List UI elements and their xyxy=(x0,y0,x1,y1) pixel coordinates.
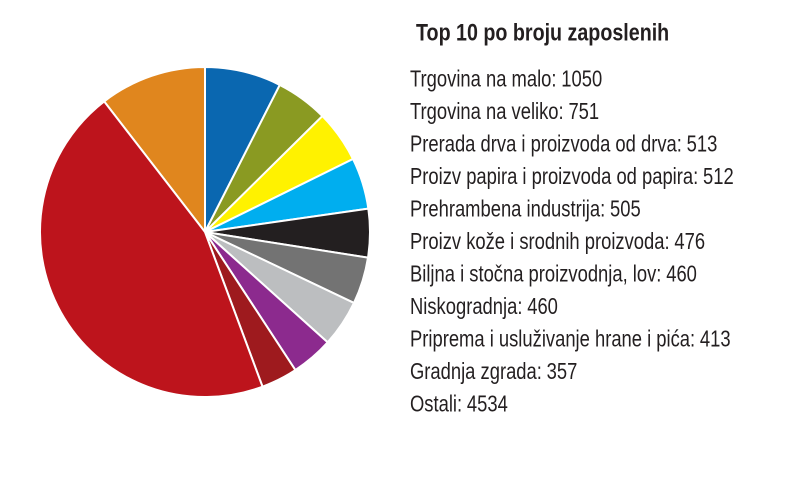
legend-value: 460 xyxy=(666,261,697,286)
legend-value: 505 xyxy=(610,196,641,221)
legend-entry: Ostali: 4534 xyxy=(410,391,508,416)
chart-title: Top 10 po broju zaposlenih xyxy=(416,18,669,45)
legend-entry: Trgovina na veliko: 751 xyxy=(410,99,599,124)
legend-value: 512 xyxy=(703,164,734,189)
legend-label: Niskogradnja: xyxy=(410,294,522,319)
legend-entry: Gradnja zgrada: 357 xyxy=(410,359,577,384)
legend-value: 357 xyxy=(547,359,578,384)
legend-label: Proizv kože i srodnih proizvoda: xyxy=(410,229,670,254)
legend-value: 4534 xyxy=(467,391,508,416)
legend-value: 751 xyxy=(568,99,599,124)
legend-label: Priprema i usluživanje hrane i pića: xyxy=(410,326,695,351)
legend-value: 513 xyxy=(687,131,718,156)
legend-value: 413 xyxy=(700,326,731,351)
legend-value: 1050 xyxy=(561,66,602,91)
legend-label: Gradnja zgrada: xyxy=(410,359,542,384)
legend-label: Biljna i stočna proizvodnja, lov: xyxy=(410,261,661,286)
legend-entry: Biljna i stočna proizvodnja, lov: 460 xyxy=(410,261,697,286)
legend-value: 460 xyxy=(527,294,558,319)
legend-label: Trgovina na veliko: xyxy=(410,99,564,124)
pie-slice xyxy=(102,65,206,235)
pie-slice xyxy=(39,100,264,398)
legend-value: 476 xyxy=(674,229,705,254)
legend-entry: Proizv papira i proizvoda od papira: 512 xyxy=(410,164,734,189)
legend-entry: Prerada drva i proizvoda od drva: 513 xyxy=(410,131,717,156)
pie xyxy=(39,65,371,398)
legend-label: Trgovina na malo: xyxy=(410,66,556,91)
legend-entry: Proizv kože i srodnih proizvoda: 476 xyxy=(410,229,705,254)
legend-label: Prerada drva i proizvoda od drva: xyxy=(410,131,682,156)
legend-entry: Prehrambena industrija: 505 xyxy=(410,196,641,221)
legend-entry: Niskogradnja: 460 xyxy=(410,294,558,319)
legend-entry: Trgovina na malo: 1050 xyxy=(410,66,602,91)
legend-entry: Priprema i usluživanje hrane i pića: 413 xyxy=(410,326,731,351)
legend-label: Ostali: xyxy=(410,391,462,416)
title-group: Top 10 po broju zaposlenih xyxy=(416,18,669,45)
legend-label: Prehrambena industrija: xyxy=(410,196,605,221)
legend-label: Proizv papira i proizvoda od papira: xyxy=(410,164,698,189)
legend: Trgovina na malo: 1050 Trgovina na veliko:… xyxy=(410,66,734,416)
